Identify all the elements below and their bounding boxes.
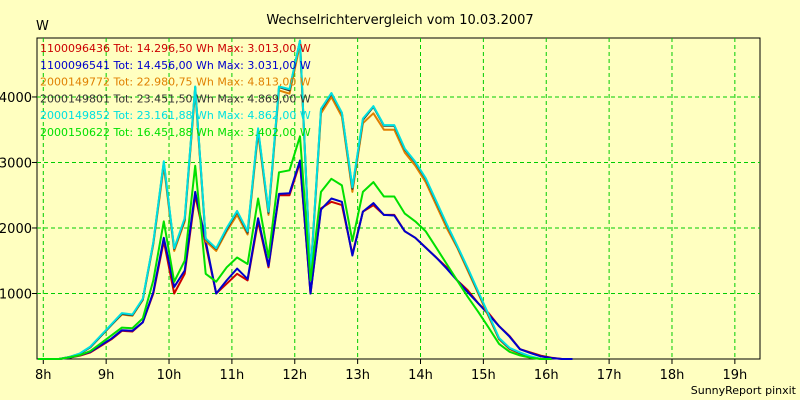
x-tick-label: 13h [345,368,370,383]
legend-entry-2000149852: 2000149852 Tot: 23.161,88 Wh Max: 4.862,… [40,109,311,122]
x-tick-label: 17h [597,368,622,383]
y-tick-label: 1000 [0,287,32,302]
y-axis-label: W [36,19,49,34]
legend-entry-2000149772: 2000149772 Tot: 22.980,75 Wh Max: 4.813,… [40,76,311,89]
x-tick-label: 10h [157,368,182,383]
legend: 1100096436 Tot: 14.296,50 Wh Max: 3.013,… [40,42,311,139]
x-tick-label: 16h [534,368,559,383]
chart-title: Wechselrichtervergleich vom 10.03.2007 [266,13,533,28]
y-tick-label: 3000 [0,156,32,171]
series-line-2000150622 [38,135,552,360]
legend-entry-1100096436: 1100096436 Tot: 14.296,50 Wh Max: 3.013,… [40,42,311,55]
legend-entry-1100096541: 1100096541 Tot: 14.456,00 Wh Max: 3.031,… [40,59,311,72]
legend-entry-2000150622: 2000150622 Tot: 16.451,88 Wh Max: 3.402,… [40,126,311,139]
x-tick-label: 9h [98,368,115,383]
y-tick-label: 4000 [0,91,32,106]
grid [37,38,760,359]
x-tick-label: 15h [471,368,496,383]
x-tick-label: 19h [722,368,747,383]
x-tick-label: 14h [408,368,433,383]
y-tick-label: 2000 [0,222,32,237]
series-line-2000149852 [38,39,552,360]
chart-footer: SunnyReport pinxit [691,384,797,397]
x-tick-label: 18h [660,368,685,383]
x-tick-label: 11h [220,368,245,383]
x-tick-label: 8h [35,368,52,383]
x-tick-label: 12h [282,368,307,383]
legend-entry-2000149801: 2000149801 Tot: 23.451,50 Wh Max: 4.869,… [40,92,311,105]
series-lines [38,39,573,360]
axis-ticks: 8h 9h 10h 11h 12h 13h 14h 15h 16h 17h 18h 19h 1000 20… [0,91,747,383]
plot-area [36,37,761,360]
